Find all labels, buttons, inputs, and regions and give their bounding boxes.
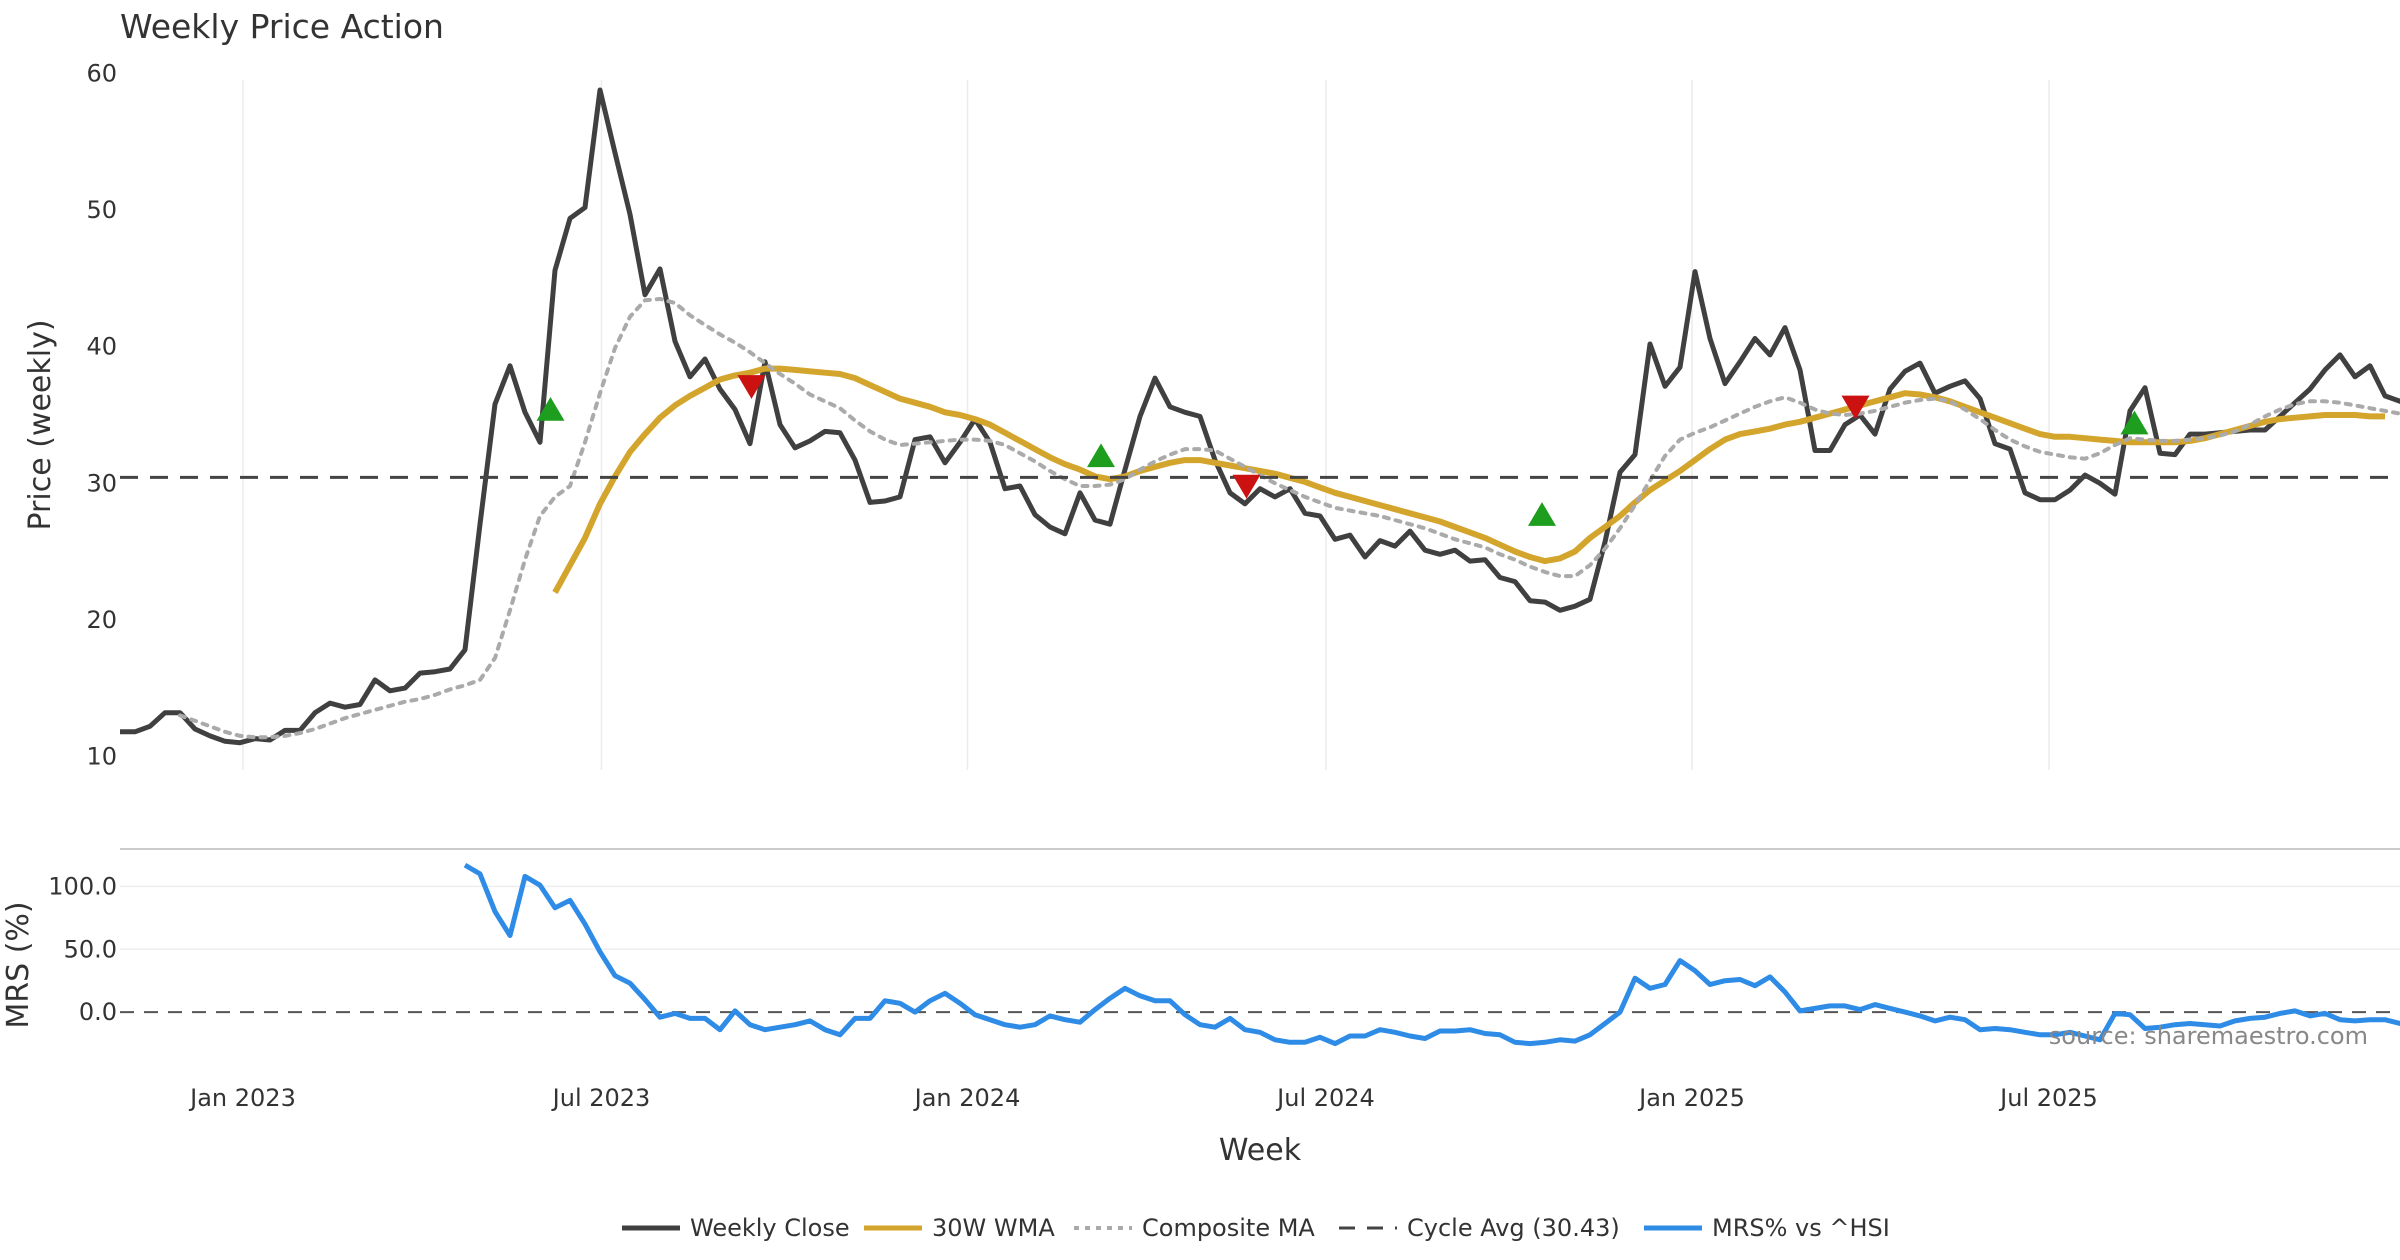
price-y-tick-label: 30	[86, 469, 117, 497]
price-y-tick-label: 40	[86, 333, 117, 361]
x-tick-label: Jan 2025	[1637, 1084, 1745, 1112]
price-panel-gridlines	[242, 80, 2050, 770]
mrs-y-tick-label: 50.0	[64, 935, 117, 963]
legend: Weekly Close 30W WMA Composite MA Cycle Avg…	[622, 1214, 1890, 1242]
sell-signal-marker	[737, 375, 766, 399]
legend-label-30w-wma: 30W WMA	[932, 1214, 1055, 1242]
sell-signal-marker	[1232, 474, 1261, 499]
x-axis-label: Week	[1219, 1133, 1302, 1168]
buy-signal-marker	[1528, 502, 1556, 526]
x-tick-labels: Jan 2023 Jul 2023 Jan 2024 Jul 2024 Jan 2025…	[188, 1084, 2098, 1112]
sell-signal-marker	[1841, 395, 1870, 420]
x-tick-label: Jul 2025	[1998, 1084, 2098, 1112]
mrs-panel-gridlines	[120, 885, 2400, 1014]
legend-label-cycle-avg-30-43: Cycle Avg (30.43)	[1407, 1214, 1620, 1242]
signal-markers	[536, 375, 2149, 526]
buy-signal-marker	[536, 396, 565, 421]
price-y-tick-label: 20	[86, 606, 117, 634]
x-tick-label: Jul 2023	[551, 1084, 651, 1112]
mrs-y-ticks: 100.0 50.0 0.0	[48, 872, 117, 1026]
legend-label-composite-ma: Composite MA	[1142, 1214, 1315, 1242]
legend-label-weekly-close: Weekly Close	[690, 1214, 850, 1242]
x-tick-label: Jan 2024	[913, 1084, 1021, 1112]
price-y-axis-label: Price (weekly)	[23, 319, 58, 530]
mrs-series	[463, 862, 2400, 1047]
x-tick-label: Jul 2024	[1275, 1084, 1375, 1112]
buy-signal-marker	[1087, 443, 1115, 468]
chart-title: Weekly Price Action	[120, 7, 444, 46]
price-y-ticks: 10 20 30 40 50 60	[86, 60, 117, 771]
mrs-line	[463, 862, 2400, 1047]
price-y-tick-label: 10	[86, 742, 117, 770]
mrs-y-tick-label: 0.0	[79, 998, 117, 1026]
price-y-tick-label: 50	[86, 196, 117, 224]
price-y-tick-label: 60	[86, 60, 117, 88]
weekly-close-line	[120, 87, 2400, 746]
composite-ma-line	[178, 296, 2400, 740]
mrs-y-tick-label: 100.0	[48, 872, 117, 900]
source-annotation: source: sharemaestro.com	[2049, 1022, 2368, 1050]
x-tick-label: Jan 2023	[188, 1084, 296, 1112]
legend-label-mrs-vs-hsi: MRS% vs ^HSI	[1712, 1214, 1890, 1242]
wma-30w-line	[552, 365, 2385, 594]
buy-signal-marker	[2120, 410, 2149, 435]
price-series	[120, 87, 2400, 746]
mrs-y-axis-label: MRS (%)	[1, 901, 36, 1028]
